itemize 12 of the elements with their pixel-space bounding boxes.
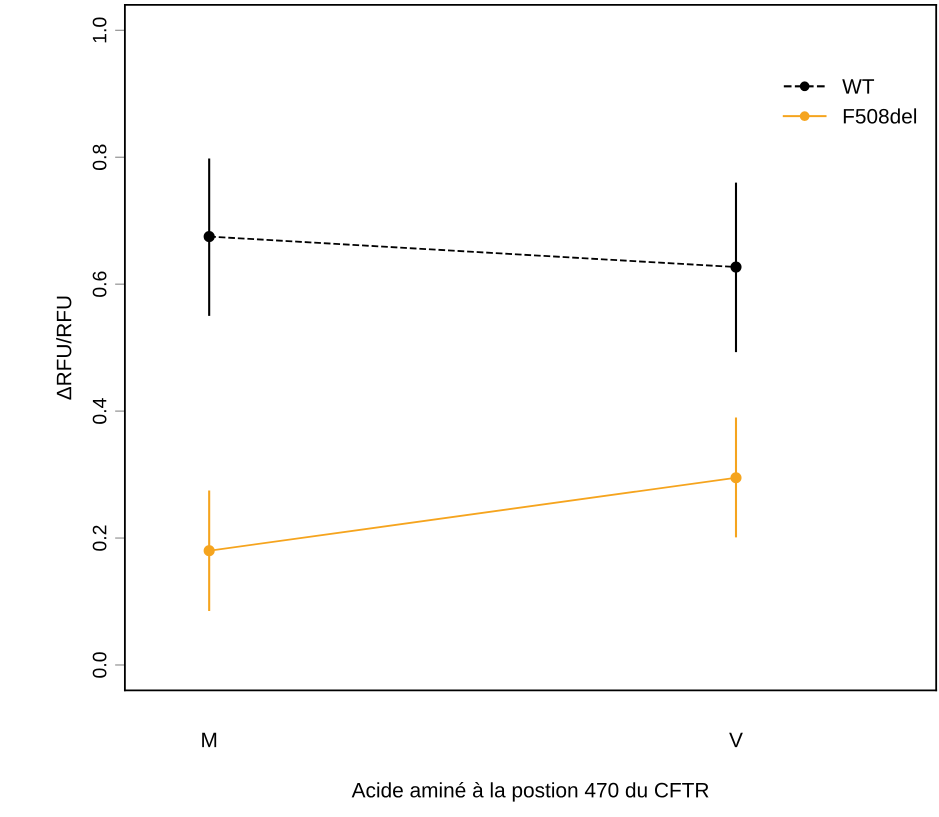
- y-tick-label: 0.4: [92, 398, 106, 424]
- legend-label: WT: [842, 79, 874, 94]
- y-tick-label: 0.2: [92, 526, 106, 551]
- y-tick-label: 0.0: [92, 652, 106, 678]
- y-tick-label: 0.8: [92, 144, 106, 170]
- y-tick-label: 1.0: [92, 18, 106, 42]
- x-axis-title: Acide aminé à la postion 470 du CFTR: [352, 782, 708, 802]
- x-tick-label: V: [729, 732, 743, 748]
- y-axis-title: ΔRFU/RFU: [56, 296, 72, 400]
- x-tick-label: M: [202, 732, 216, 748]
- legend-label: F508del: [844, 108, 916, 124]
- y-tick-label: 0.6: [92, 272, 106, 297]
